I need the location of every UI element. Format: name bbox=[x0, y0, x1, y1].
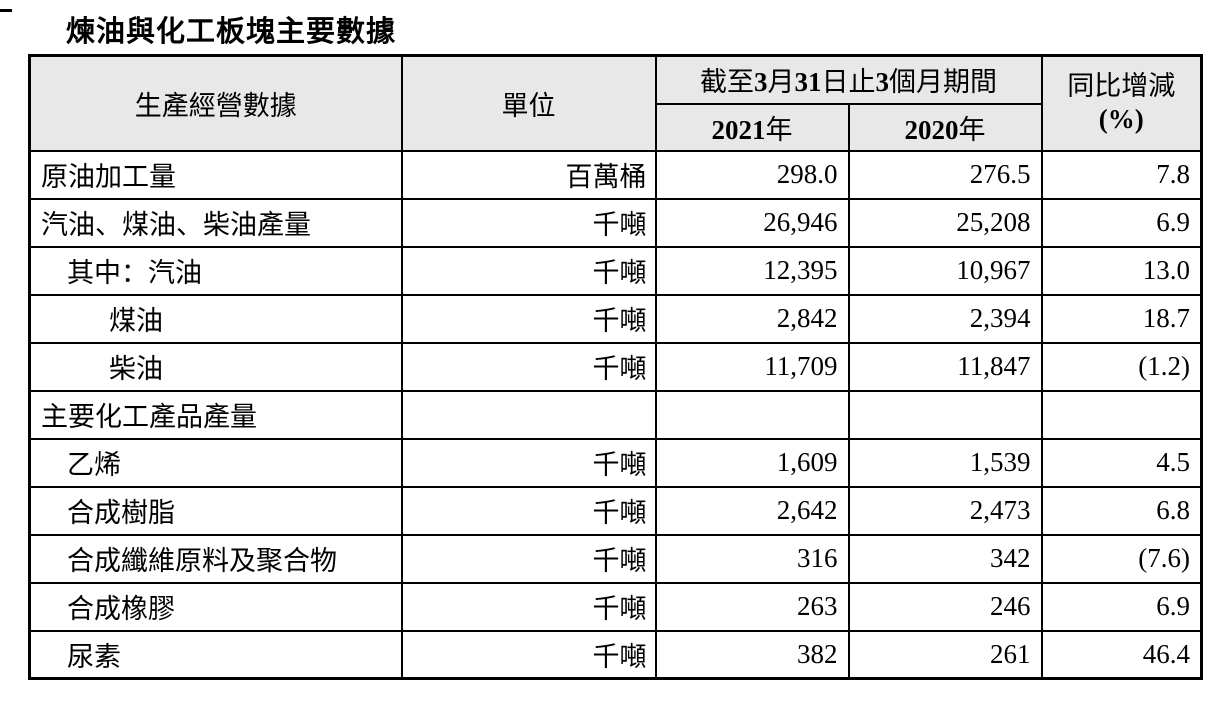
cell-yoy: (1.2) bbox=[1040, 341, 1203, 392]
header-yoy-percent: (%) bbox=[1098, 104, 1144, 135]
cell-2021: 26,946 bbox=[654, 197, 850, 248]
header-row-2: 2021年 2020年 bbox=[30, 102, 1202, 152]
cell-2020: 10,967 bbox=[847, 245, 1043, 296]
table-row: 主要化工產品產量 bbox=[28, 389, 1203, 440]
cell-item: 其中：汽油 bbox=[28, 245, 403, 296]
table-row: 柴油 千噸 11,709 11,847 (1.2) bbox=[28, 341, 1203, 392]
cell-2021 bbox=[654, 389, 850, 440]
cell-2021: 12,395 bbox=[654, 245, 850, 296]
cell-2021: 11,709 bbox=[654, 341, 850, 392]
cell-item: 合成纖維原料及聚合物 bbox=[28, 533, 403, 584]
cell-2020: 2,473 bbox=[847, 485, 1043, 536]
header-yoy-column: 同比增減 (%) bbox=[1040, 54, 1203, 152]
cell-2020: 276.5 bbox=[847, 149, 1043, 200]
header-year-2021: 2021年 bbox=[654, 102, 850, 152]
cell-yoy: 4.5 bbox=[1040, 437, 1203, 488]
cell-item: 尿素 bbox=[28, 629, 403, 680]
cell-unit: 千噸 bbox=[400, 437, 657, 488]
cell-2020: 1,539 bbox=[847, 437, 1043, 488]
cell-2021: 298.0 bbox=[654, 149, 850, 200]
cell-item: 原油加工量 bbox=[28, 149, 403, 200]
table-row: 合成橡膠 千噸 263 246 6.9 bbox=[28, 581, 1203, 632]
table-row: 原油加工量 百萬桶 298.0 276.5 7.8 bbox=[28, 149, 1203, 200]
cell-unit: 千噸 bbox=[400, 581, 657, 632]
cell-item: 柴油 bbox=[28, 341, 403, 392]
cell-2020: 342 bbox=[847, 533, 1043, 584]
cell-2020: 246 bbox=[847, 581, 1043, 632]
cell-unit bbox=[400, 389, 657, 440]
cell-2021: 316 bbox=[654, 533, 850, 584]
cell-yoy: 6.9 bbox=[1040, 581, 1203, 632]
table-row: 其中：汽油 千噸 12,395 10,967 13.0 bbox=[28, 245, 1203, 296]
cell-item: 主要化工產品產量 bbox=[28, 389, 403, 440]
cell-2020: 25,208 bbox=[847, 197, 1043, 248]
cell-item: 乙烯 bbox=[28, 437, 403, 488]
table-row: 尿素 千噸 382 261 46.4 bbox=[28, 629, 1203, 680]
cell-yoy: (7.6) bbox=[1040, 533, 1203, 584]
cell-item: 合成樹脂 bbox=[28, 485, 403, 536]
table-header: 生產經營數據 單位 截至3月31日止3個月期間 同比增減 (%) 2021年 2… bbox=[28, 54, 1203, 152]
cell-2020: 261 bbox=[847, 629, 1043, 680]
header-row-1: 生產經營數據 單位 截至3月31日止3個月期間 同比增減 (%) bbox=[28, 54, 1203, 152]
header-year-2020: 2020年 bbox=[847, 102, 1043, 152]
cell-unit: 千噸 bbox=[400, 197, 657, 248]
cell-unit: 千噸 bbox=[400, 293, 657, 344]
cell-yoy: 6.9 bbox=[1040, 197, 1203, 248]
cell-item: 煤油 bbox=[28, 293, 403, 344]
cell-2021: 263 bbox=[654, 581, 850, 632]
cell-2020 bbox=[847, 389, 1043, 440]
cell-2020: 2,394 bbox=[847, 293, 1043, 344]
cell-yoy: 13.0 bbox=[1040, 245, 1203, 296]
table-body: 原油加工量 百萬桶 298.0 276.5 7.8 汽油、煤油、柴油產量 千噸 26,946 2… bbox=[28, 149, 1203, 680]
page-edge-artifact bbox=[0, 9, 12, 12]
cell-yoy: 6.8 bbox=[1040, 485, 1203, 536]
cell-unit: 千噸 bbox=[400, 341, 657, 392]
cell-item: 汽油、煤油、柴油產量 bbox=[28, 197, 403, 248]
cell-yoy: 18.7 bbox=[1040, 293, 1203, 344]
cell-item: 合成橡膠 bbox=[28, 581, 403, 632]
cell-2021: 2,642 bbox=[654, 485, 850, 536]
table-row: 乙烯 千噸 1,609 1,539 4.5 bbox=[28, 437, 1203, 488]
cell-unit: 千噸 bbox=[400, 485, 657, 536]
cell-unit: 千噸 bbox=[400, 533, 657, 584]
table-row: 合成樹脂 千噸 2,642 2,473 6.8 bbox=[28, 485, 1203, 536]
table-title: 煉油與化工板塊主要數據 bbox=[66, 16, 397, 48]
cell-2020: 11,847 bbox=[847, 341, 1043, 392]
cell-yoy bbox=[1040, 389, 1203, 440]
table-row: 合成纖維原料及聚合物 千噸 316 342 (7.6) bbox=[28, 533, 1203, 584]
table-row: 煤油 千噸 2,842 2,394 18.7 bbox=[28, 293, 1203, 344]
cell-yoy: 7.8 bbox=[1040, 149, 1203, 200]
header-period: 截至3月31日止3個月期間 bbox=[654, 54, 1043, 105]
cell-unit: 千噸 bbox=[400, 245, 657, 296]
refining-chemical-data-table: 生產經營數據 單位 截至3月31日止3個月期間 同比增減 (%) 2021年 2… bbox=[28, 54, 1203, 680]
cell-2021: 1,609 bbox=[654, 437, 850, 488]
cell-2021: 2,842 bbox=[654, 293, 850, 344]
cell-unit: 千噸 bbox=[400, 629, 657, 680]
cell-unit: 百萬桶 bbox=[400, 149, 657, 200]
header-yoy-label: 同比增減 bbox=[1067, 71, 1176, 102]
cell-yoy: 46.4 bbox=[1040, 629, 1203, 680]
cell-2021: 382 bbox=[654, 629, 850, 680]
table-row: 汽油、煤油、柴油產量 千噸 26,946 25,208 6.9 bbox=[28, 197, 1203, 248]
header-unit-column: 單位 bbox=[400, 54, 657, 152]
header-item-column: 生產經營數據 bbox=[28, 54, 403, 152]
